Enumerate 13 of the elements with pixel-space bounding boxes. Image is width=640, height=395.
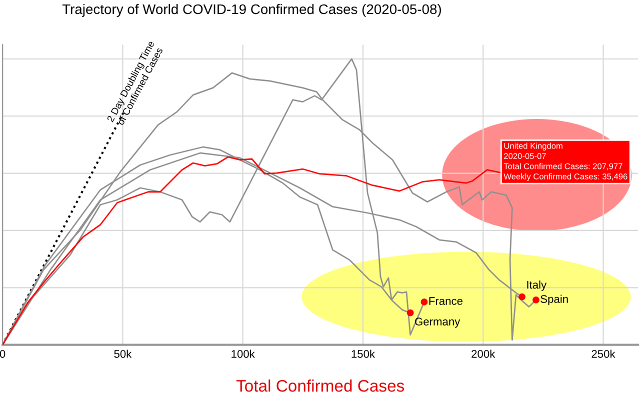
x-axis-title: Total Confirmed Cases [236, 380, 404, 392]
series-label: Germany [415, 318, 460, 328]
x-tick-label: 100k [232, 350, 255, 358]
series-label: Italy [527, 280, 547, 291]
x-tick-label: 50k [114, 350, 132, 358]
x-tick-label: 200k [472, 350, 496, 358]
x-tick-label: 250k [592, 350, 616, 358]
series-label: Spain [540, 294, 568, 306]
x-tick-label: 0 [0, 350, 6, 358]
chart-title: Trajectory of World COVID-19 Confirmed Cases (2020-05-08) [62, 4, 441, 17]
x-tick-label: 150k [352, 350, 376, 358]
annotation: United Kingdom 2020-05-07 Total Confirmed Cases: 207,977 Weekly Confirmed Cases: 35,496 [504, 142, 628, 182]
series-label: France [429, 297, 462, 305]
